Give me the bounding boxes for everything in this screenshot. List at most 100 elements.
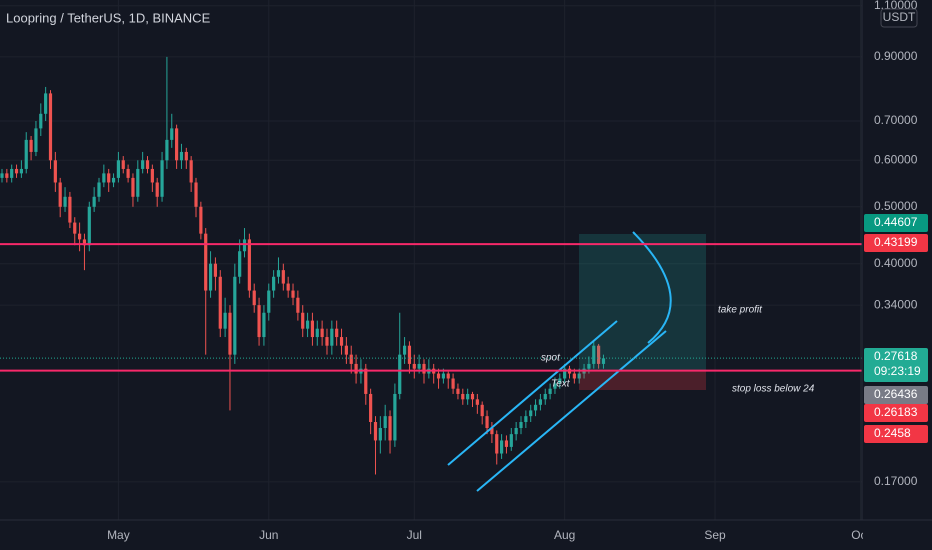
x-tick-label: Jul <box>407 528 422 542</box>
y-tick-label: 0.40000 <box>874 256 918 270</box>
candle-body <box>393 393 397 441</box>
candle-body <box>349 354 353 364</box>
candle-body <box>490 428 494 435</box>
price-label-box <box>864 425 928 443</box>
candle-body <box>558 378 562 384</box>
currency-box[interactable] <box>880 8 918 28</box>
candle-body <box>281 270 285 284</box>
price-label: 0.27618 <box>874 349 918 363</box>
candle-body <box>68 196 72 223</box>
candle-body <box>131 177 135 197</box>
currency: USDT <box>883 10 916 24</box>
candle-body <box>538 399 543 405</box>
candle-body <box>572 373 576 379</box>
candle-body <box>233 276 237 355</box>
candle-body <box>301 312 305 329</box>
price-label: 0.26436 <box>874 387 918 401</box>
price-label: 0.2458 <box>874 426 911 440</box>
take-profit-zone[interactable] <box>579 234 706 371</box>
candle-body <box>179 151 184 161</box>
price-label: 0.44607 <box>874 215 918 229</box>
candle-body <box>339 337 344 346</box>
candle-body <box>398 354 402 394</box>
candle-body <box>548 388 552 394</box>
candle-body <box>242 239 247 252</box>
candle-body <box>519 422 523 429</box>
candle-body <box>412 363 416 369</box>
candle-body <box>73 222 77 234</box>
candle-body <box>257 305 261 338</box>
candle-body <box>461 393 465 400</box>
candle-body <box>529 410 533 417</box>
y-tick-label: 0.34000 <box>874 297 918 311</box>
candle-body <box>29 139 33 152</box>
candle-body <box>388 416 392 441</box>
candle-body <box>402 345 407 355</box>
annotation[interactable]: spot <box>541 353 561 364</box>
candle-body <box>524 416 528 423</box>
price-axis <box>862 0 932 550</box>
x-tick-label: Aug <box>554 528 575 542</box>
stop-loss-zone[interactable] <box>579 371 706 390</box>
candle-body <box>175 128 179 161</box>
candle-body <box>466 393 470 400</box>
candle-body <box>82 239 87 246</box>
candle-body <box>417 363 421 369</box>
candle-body <box>577 373 581 379</box>
candle-body <box>102 173 106 183</box>
candle-body <box>228 312 232 355</box>
y-tick-label: 0.50000 <box>874 199 918 213</box>
candle-body <box>587 363 591 369</box>
price-label-box <box>864 214 928 232</box>
candle-body <box>383 416 387 429</box>
candle-body <box>126 168 130 178</box>
candle-body <box>597 345 601 364</box>
candle-body <box>141 160 145 169</box>
grid <box>0 0 862 520</box>
candle-body <box>77 233 82 240</box>
candle-body <box>165 139 169 161</box>
candle-body <box>136 168 140 197</box>
candle-body <box>87 206 91 246</box>
candle-body <box>14 168 19 174</box>
drawings <box>447 231 706 492</box>
candle-body <box>504 440 509 447</box>
candle-body <box>24 139 28 169</box>
price-label-box <box>864 348 928 382</box>
annotation[interactable]: Text <box>551 379 571 390</box>
candle-body <box>19 168 23 174</box>
candle-body <box>262 312 266 338</box>
candle-body <box>373 422 378 441</box>
annotation[interactable]: stop loss below 24 <box>732 384 815 395</box>
candle-body <box>48 93 53 161</box>
candle-body <box>267 290 271 313</box>
candle-body <box>422 363 426 374</box>
annotation[interactable]: take profit <box>718 305 763 316</box>
candle-body <box>252 290 256 306</box>
price-label: 0.43199 <box>874 235 918 249</box>
candle-body <box>223 312 227 329</box>
candle-body <box>199 206 203 234</box>
candle-body <box>204 233 208 291</box>
candle-body <box>480 404 484 417</box>
candle-body <box>305 320 310 329</box>
candle-body <box>5 173 9 178</box>
x-tick-label: Jun <box>259 528 278 542</box>
candle-body <box>286 283 290 291</box>
y-tick-label: 1.10000 <box>874 0 918 12</box>
channel-lower[interactable] <box>476 330 667 492</box>
candle-body <box>189 160 193 183</box>
price-label-box <box>864 404 928 422</box>
channel-upper[interactable] <box>447 320 618 466</box>
candle-body <box>446 373 450 379</box>
candle-body <box>218 276 222 329</box>
candle-body <box>208 263 213 291</box>
countdown: 09:23:19 <box>874 364 921 378</box>
candle-body <box>344 345 348 355</box>
curve[interactable] <box>632 231 672 344</box>
candle-body <box>335 328 339 338</box>
candle-body <box>238 251 242 277</box>
price-label-box <box>864 386 928 404</box>
